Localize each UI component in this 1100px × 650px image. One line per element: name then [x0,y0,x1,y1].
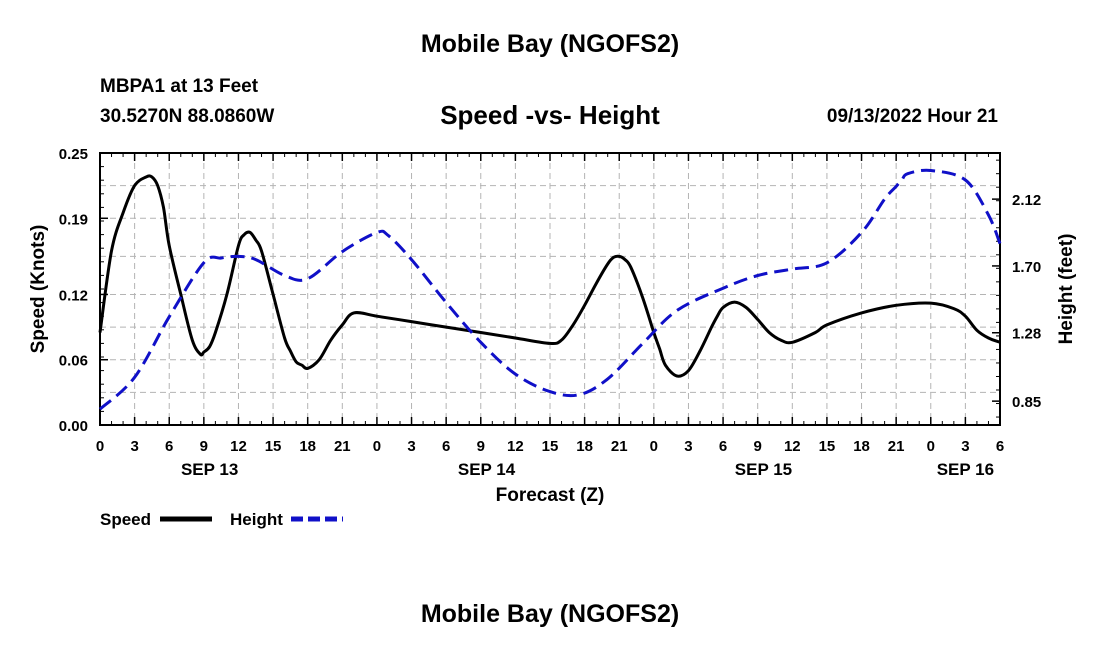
date-label: SEP 14 [458,460,516,479]
y-tick-label: 0.19 [59,211,88,228]
x-tick-label: 6 [442,438,450,455]
chart-subtitle: Speed -vs- Height [440,100,660,130]
x-tick-label: 6 [996,438,1004,455]
x-tick-label: 18 [853,438,870,455]
legend-label-speed: Speed [100,510,151,529]
chart-title: Mobile Bay (NGOFS2) [420,30,680,58]
legend-label-height: Height [230,510,283,529]
axis-labels-group: 0 3 6 9 12 15 18 21 0 3 6 9 12 15 18 21 0 3 6 9 12 15 18 21 0 3 6 0… [28,146,1077,506]
x-tick-label: 3 [684,438,692,455]
date-label: SEP 16 [937,460,994,479]
x-tick-label: 12 [230,438,247,455]
station-label: MBPA1 at 13 Feet [100,76,259,97]
x-tick-label: 12 [507,438,524,455]
x-tick-label: 3 [407,438,415,455]
x-tick-label: 9 [200,438,208,455]
y2-tick-label: 1.70 [1012,259,1041,276]
y-tick-label: 0.25 [59,146,88,163]
x-tick-label: 12 [784,438,801,455]
date-label: SEP 15 [735,460,792,479]
coordinates-label: 30.5270N 88.0860W [100,106,275,127]
axis-ticks [99,152,1001,426]
y-tick-label: 0.06 [59,353,88,370]
x-tick-label: 3 [130,438,138,455]
x-tick-label: 9 [754,438,762,455]
x-tick-label: 21 [611,438,628,455]
x-tick-label: 21 [888,438,905,455]
y-tick-label: 0.12 [59,287,88,304]
x-tick-label: 18 [299,438,316,455]
x-tick-label: 21 [334,438,351,455]
speed-series-line [98,174,1001,378]
x-tick-label: 15 [265,438,282,455]
x-tick-label: 0 [96,438,104,455]
grid [100,153,1000,425]
y2-tick-label: 0.85 [1012,394,1041,411]
height-series-line [98,168,1002,411]
x-tick-label: 0 [927,438,935,455]
date-label: SEP 13 [181,460,238,479]
x-tick-label: 3 [961,438,969,455]
y-axis-title: Speed (Knots) [28,225,49,354]
y-tick-label: 0.00 [59,418,88,435]
bottom-title: Mobile Bay (NGOFS2) [420,600,680,628]
x-axis-title: Forecast (Z) [496,485,605,506]
x-tick-label: 18 [576,438,593,455]
x-tick-label: 0 [373,438,381,455]
forecast-datetime: 09/13/2022 Hour 21 [826,106,998,127]
y2-axis-title: Height (feet) [1056,234,1077,345]
x-tick-label: 0 [650,438,658,455]
series-layer [98,168,1002,411]
x-tick-label: 6 [719,438,727,455]
x-tick-label: 6 [165,438,173,455]
x-tick-label: 9 [477,438,485,455]
y2-tick-label: 2.12 [1012,192,1041,209]
x-tick-label: 15 [819,438,836,455]
legend: Speed Height [100,510,343,529]
x-tick-label: 15 [542,438,559,455]
y2-tick-label: 1.28 [1012,326,1041,343]
